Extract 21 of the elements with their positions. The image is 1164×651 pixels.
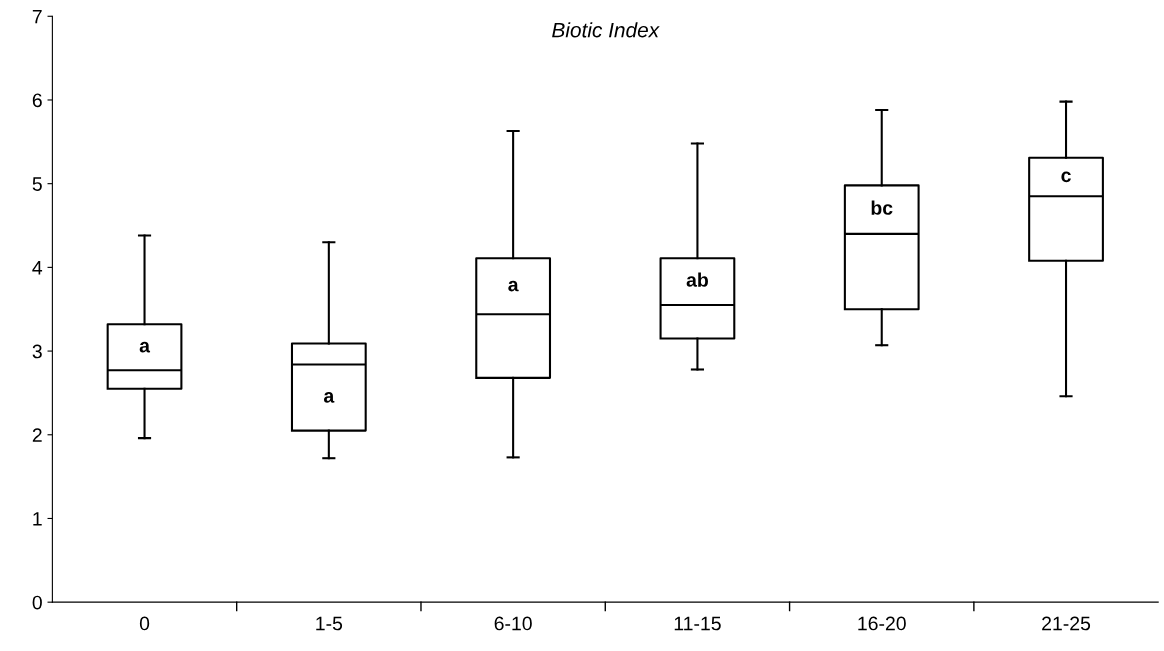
chart-title: Biotic Index: [552, 22, 660, 38]
x-tick-label: 11-15: [674, 616, 721, 631]
annotation: a: [139, 341, 151, 353]
x-tick-label: 16-20: [858, 616, 906, 631]
x-tick-label: 0: [139, 616, 150, 631]
y-tick-label: 2: [32, 428, 42, 442]
x-tick-label: 21-25: [1042, 616, 1091, 631]
y-tick-label: 7: [32, 9, 42, 24]
y-tick-label: 6: [32, 93, 42, 108]
annotation: a: [508, 280, 519, 292]
annotation: a: [323, 392, 335, 403]
y-tick-label: 3: [32, 344, 42, 359]
y-tick-label: 1: [33, 512, 42, 526]
y-tick-label: 5: [32, 177, 42, 191]
y-tick-label: 0: [32, 595, 42, 610]
annotation: ab: [686, 272, 708, 287]
x-tick-label: 1-5: [316, 616, 343, 631]
annotation: c: [1061, 171, 1071, 183]
x-tick-label: 6-10: [494, 616, 532, 631]
annotation: bc: [871, 200, 893, 215]
y-tick-label: 4: [32, 261, 43, 275]
